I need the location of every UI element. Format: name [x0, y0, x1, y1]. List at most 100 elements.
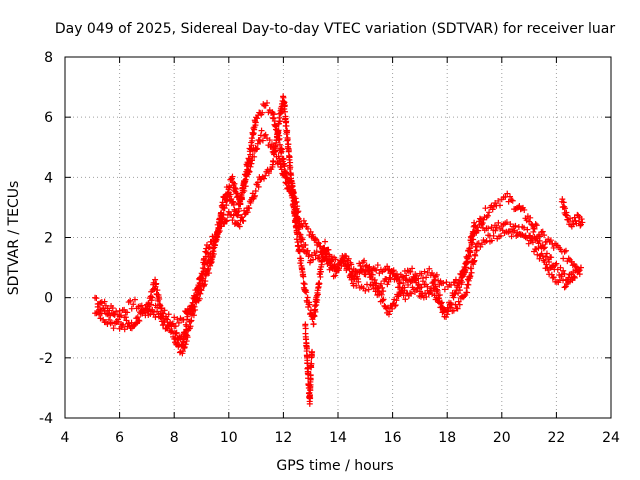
data-point — [266, 137, 273, 144]
data-point — [304, 225, 311, 232]
data-point — [209, 233, 216, 240]
data-point — [298, 257, 305, 264]
data-point — [476, 215, 483, 222]
data-point — [385, 311, 392, 318]
data-point — [473, 227, 480, 234]
data-point — [470, 231, 477, 238]
data-point — [215, 229, 222, 236]
data-point — [100, 305, 107, 312]
data-point — [560, 267, 567, 274]
data-point — [350, 266, 357, 273]
data-point — [508, 197, 515, 204]
x-axis-label: GPS time / hours — [276, 458, 393, 474]
data-point — [93, 295, 100, 302]
data-point — [385, 267, 392, 274]
data-point — [204, 250, 211, 257]
data-point — [308, 360, 315, 367]
y-tick-label: -2 — [39, 351, 53, 367]
data-point — [189, 302, 196, 309]
data-point — [373, 280, 380, 287]
data-point — [131, 296, 138, 303]
x-tick-label: 12 — [274, 430, 292, 446]
data-point — [456, 301, 463, 308]
data-point — [409, 265, 416, 272]
data-point — [562, 283, 569, 290]
data-point — [328, 258, 335, 265]
data-point — [130, 301, 137, 308]
data-point — [229, 217, 236, 224]
data-point — [169, 327, 176, 334]
data-point — [225, 208, 232, 215]
data-point — [438, 299, 445, 306]
data-point — [317, 273, 324, 280]
data-point — [536, 237, 543, 244]
data-point — [202, 253, 209, 260]
data-point — [314, 255, 321, 262]
data-point — [407, 268, 414, 275]
data-point — [288, 172, 295, 179]
data-point — [262, 102, 269, 109]
y-tick-label: 6 — [44, 110, 53, 126]
data-point — [559, 196, 566, 203]
data-point — [374, 262, 381, 269]
data-point — [471, 257, 478, 264]
data-point — [564, 258, 571, 265]
data-point — [540, 245, 547, 252]
data-point — [496, 202, 503, 209]
data-point — [403, 272, 410, 279]
data-point — [536, 255, 543, 262]
data-point — [557, 264, 564, 271]
data-point — [190, 312, 197, 319]
data-point — [241, 187, 248, 194]
data-point — [562, 247, 569, 254]
data-point — [242, 183, 249, 190]
data-point — [464, 289, 471, 296]
data-point — [94, 303, 101, 310]
data-point — [205, 265, 212, 272]
data-point — [484, 212, 491, 219]
data-point — [386, 274, 393, 281]
data-point — [577, 222, 584, 229]
data-point — [432, 283, 439, 290]
data-point — [472, 252, 479, 259]
data-point — [175, 319, 182, 326]
data-point — [456, 284, 463, 291]
data-point — [471, 222, 478, 229]
data-point — [223, 217, 230, 224]
data-point — [149, 294, 156, 301]
data-point — [254, 179, 261, 186]
data-point — [165, 311, 172, 318]
data-point — [357, 262, 364, 269]
data-point — [577, 264, 584, 271]
data-point — [260, 175, 267, 182]
data-point — [240, 218, 247, 225]
data-point — [562, 205, 569, 212]
data-point — [325, 256, 332, 263]
data-point — [405, 281, 412, 288]
y-tick-label: 8 — [44, 50, 53, 66]
data-point — [345, 255, 352, 262]
data-point — [302, 242, 309, 249]
data-point — [328, 253, 335, 260]
data-point — [451, 291, 458, 298]
data-point — [348, 261, 355, 268]
data-point — [332, 256, 339, 263]
data-point — [375, 284, 382, 291]
data-point — [412, 277, 419, 284]
data-point — [287, 164, 294, 171]
data-point — [203, 249, 210, 256]
data-point — [311, 313, 318, 320]
data-point — [530, 228, 537, 235]
data-point — [543, 261, 550, 268]
data-point — [467, 273, 474, 280]
data-point — [423, 293, 430, 300]
data-point — [296, 248, 303, 255]
data-point — [547, 264, 554, 271]
data-point — [463, 264, 470, 271]
axis-ticks — [64, 56, 612, 419]
data-point — [202, 278, 209, 285]
data-point — [419, 278, 426, 285]
data-point — [147, 301, 154, 308]
data-point — [543, 250, 550, 257]
data-point — [485, 225, 492, 232]
